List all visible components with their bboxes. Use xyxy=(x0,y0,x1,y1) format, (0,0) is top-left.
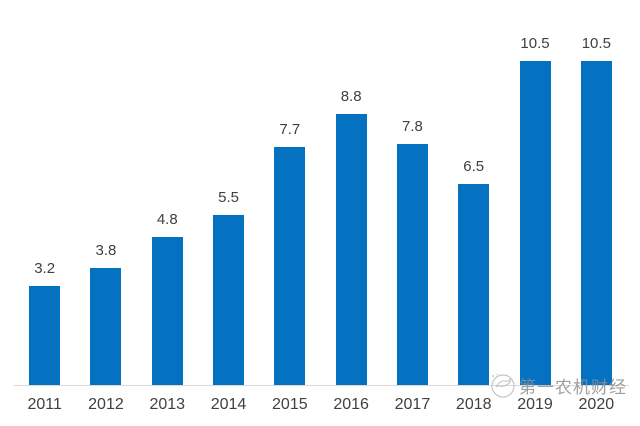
bar-column: 10.5 xyxy=(566,0,627,385)
bar-column: 10.5 xyxy=(504,0,565,385)
bar-value-label: 8.8 xyxy=(340,87,362,105)
bar xyxy=(151,236,183,385)
x-axis-tick-label: 2018 xyxy=(455,396,492,413)
bar-value-label: 10.5 xyxy=(581,35,611,52)
bar-value-label: 3.8 xyxy=(95,241,117,259)
bar-value-label: 5.5 xyxy=(218,189,239,207)
x-axis-tick-label: 2017 xyxy=(394,396,431,413)
bar-column: 5.5 xyxy=(198,0,259,385)
bar-value-label: 6.5 xyxy=(463,158,485,176)
x-axis-tick-label: 2015 xyxy=(272,396,308,413)
bar xyxy=(274,147,306,385)
bar-column: 8.8 xyxy=(320,0,381,385)
x-axis-tick-label: 2016 xyxy=(333,396,369,413)
bar-column: 7.8 xyxy=(382,0,443,385)
x-axis-tick-label: 2020 xyxy=(578,396,615,413)
bar-value-label: 7.8 xyxy=(402,118,423,136)
x-axis-tick-label: 2014 xyxy=(210,396,247,413)
x-axis-tick-label: 2019 xyxy=(517,396,553,413)
bar xyxy=(519,61,551,385)
bar-value-label: 3.2 xyxy=(34,260,56,278)
bar-column: 3.2 xyxy=(14,0,75,385)
bar xyxy=(335,113,367,385)
bar-column: 7.7 xyxy=(259,0,320,385)
bar-value-label: 7.7 xyxy=(279,121,301,139)
bar xyxy=(29,286,61,385)
x-axis-tick-label: 2011 xyxy=(27,396,62,413)
bar xyxy=(213,215,245,385)
bar xyxy=(90,267,122,385)
bar-column: 3.8 xyxy=(75,0,136,385)
bar-value-label: 4.8 xyxy=(156,210,178,228)
bar xyxy=(458,184,490,385)
bar xyxy=(396,144,428,385)
x-axis-tick-label: 2013 xyxy=(149,396,186,413)
plot-area: 3.2 3.8 4.8 5.5 7.7 8.8 7.8 6.5 10.5 10.5 xyxy=(14,0,627,385)
x-axis-tick-labels: 2011 2012 2013 2014 2015 2016 2017 2018 2019 2020 xyxy=(14,396,627,414)
bar-column: 6.5 xyxy=(443,0,504,385)
x-axis-tick-label: 2012 xyxy=(88,396,124,413)
bar-column: 4.8 xyxy=(137,0,198,385)
x-axis-line xyxy=(14,385,629,386)
bar xyxy=(580,61,612,385)
bar-value-label: 10.5 xyxy=(520,35,550,52)
